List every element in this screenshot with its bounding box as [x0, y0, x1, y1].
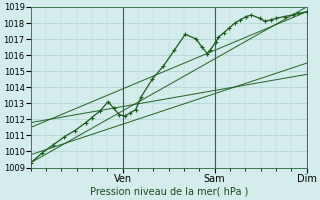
X-axis label: Pression niveau de la mer( hPa ): Pression niveau de la mer( hPa ) — [90, 187, 248, 197]
